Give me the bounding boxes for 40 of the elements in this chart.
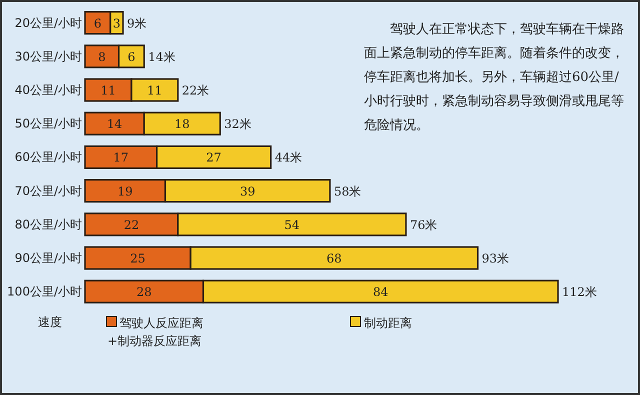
data-label: 28 (136, 285, 152, 300)
y-tick-label: 70公里/小时 (14, 184, 82, 198)
y-tick-label: 80公里/小时 (14, 217, 82, 232)
data-label: 17 (113, 150, 129, 165)
data-label: 3 (112, 16, 120, 30)
total-label: 112米 (562, 285, 597, 300)
total-label: 14米 (148, 50, 176, 64)
data-label: 39 (240, 184, 256, 198)
legend-label: 制动距离 (364, 316, 412, 330)
y-tick-label: 50公里/小时 (14, 116, 82, 131)
data-label: 6 (94, 16, 102, 30)
y-axis-title: 速度 (37, 314, 63, 332)
data-label: 11 (100, 84, 116, 98)
total-label: 76米 (410, 218, 438, 232)
data-label: 27 (206, 150, 222, 165)
data-label: 19 (117, 184, 133, 198)
y-tick-label: 100公里/小时 (7, 284, 82, 299)
y-tick-label: 20公里/小时 (14, 16, 82, 30)
data-label: 6 (128, 50, 136, 64)
data-label: 84 (372, 285, 389, 300)
data-label: 22 (124, 218, 140, 232)
y-tick-label: 30公里/小时 (14, 49, 82, 64)
total-label: 58米 (334, 184, 362, 198)
data-label: 54 (284, 218, 300, 232)
total-label: 9米 (127, 16, 147, 30)
data-label: 11 (147, 84, 162, 98)
total-label: 44米 (274, 150, 302, 165)
y-tick-label: 60公里/小时 (14, 150, 82, 164)
y-tick-label: 40公里/小时 (14, 83, 82, 97)
data-label: 68 (326, 252, 342, 266)
data-label: 18 (174, 117, 190, 132)
data-label: 14 (106, 117, 123, 132)
data-label: 25 (130, 252, 146, 266)
annotation: 驾驶人在正常状态下，驾驶车辆在干燥路面上紧急制动的停车距离。随着条件的改变，停车距离也将加长。另外，车辆超过60公里/小时行驶时，紧急制动容易导致侧滑或甩尾等危险情况。 (364, 21, 625, 135)
legend-label: 驾驶人反应距离+制动器反应距离 (107, 316, 204, 348)
data-label: 8 (98, 50, 106, 64)
total-label: 32米 (224, 117, 252, 132)
y-tick-label: 90公里/小时 (14, 251, 82, 265)
total-label: 93米 (482, 252, 510, 266)
total-label: 22米 (182, 84, 210, 98)
